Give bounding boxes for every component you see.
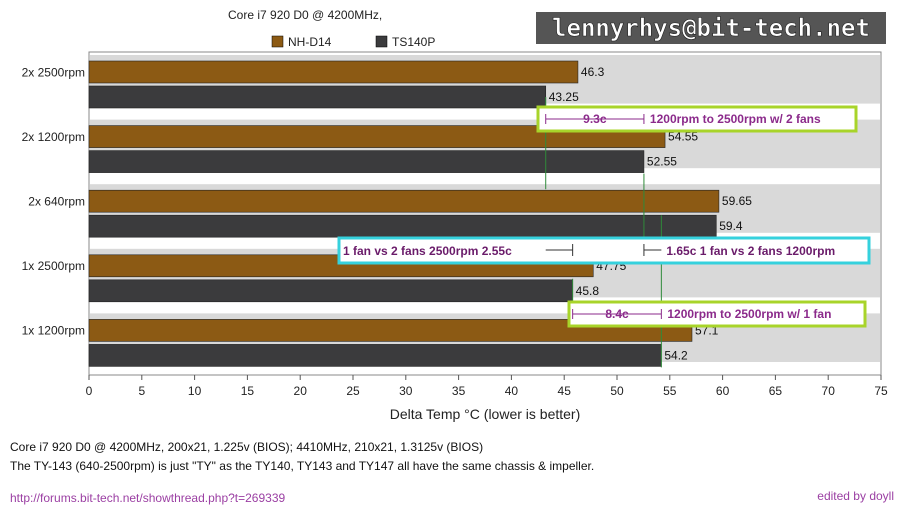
data-label: 46.3 bbox=[581, 65, 605, 79]
legend-label-ts140p: TS140P bbox=[392, 35, 435, 49]
bar-nh-d14 bbox=[88, 319, 693, 342]
data-label: 43.25 bbox=[549, 90, 579, 104]
x-tick-label: 40 bbox=[505, 384, 519, 398]
x-tick-label: 5 bbox=[138, 384, 145, 398]
category-label: 1x 1200rpm bbox=[22, 324, 85, 338]
data-label: 54.55 bbox=[668, 130, 698, 144]
annotation-text: 1200rpm to 2500rpm w/ 2 fans bbox=[650, 112, 821, 126]
x-tick-label: 65 bbox=[769, 384, 783, 398]
x-tick-label: 30 bbox=[399, 384, 413, 398]
watermark-background bbox=[536, 12, 886, 44]
legend-swatch-ts140p bbox=[375, 35, 388, 48]
bar-ts140p bbox=[88, 150, 645, 173]
x-tick-label: 15 bbox=[241, 384, 255, 398]
category-label: 1x 2500rpm bbox=[22, 259, 85, 273]
data-label: 54.2 bbox=[664, 348, 688, 362]
bar-ts140p bbox=[88, 344, 662, 367]
footer-line-2: The TY-143 (640-2500rpm) is just "TY" as… bbox=[10, 459, 595, 473]
watermark-text: lennyrhys@bit-tech.net bbox=[552, 14, 870, 42]
annotation-value: 9.3c bbox=[583, 112, 607, 126]
x-tick-label: 0 bbox=[86, 384, 93, 398]
bar-nh-d14 bbox=[88, 125, 666, 148]
x-tick-label: 45 bbox=[558, 384, 572, 398]
footer-line-1: Core i7 920 D0 @ 4200MHz, 200x21, 1.225v… bbox=[10, 440, 484, 454]
category-label: 2x 640rpm bbox=[28, 195, 85, 209]
data-label: 52.55 bbox=[647, 155, 677, 169]
legend-swatch-nh-d14 bbox=[271, 35, 284, 48]
x-tick-label: 10 bbox=[188, 384, 202, 398]
category-label: 2x 2500rpm bbox=[22, 65, 85, 79]
annotation-box bbox=[337, 236, 871, 265]
data-label: 59.4 bbox=[719, 219, 743, 233]
category-label: 2x 1200rpm bbox=[22, 130, 85, 144]
x-axis-label: Delta Temp °C (lower is better) bbox=[390, 406, 581, 422]
edited-by: edited by doyll bbox=[817, 489, 894, 503]
data-label: 45.8 bbox=[576, 284, 600, 298]
x-tick-label: 60 bbox=[716, 384, 730, 398]
bar-nh-d14 bbox=[88, 60, 579, 84]
x-tick-label: 50 bbox=[610, 384, 624, 398]
source-link[interactable]: http://forums.bit-tech.net/showthread.ph… bbox=[10, 491, 286, 505]
x-tick-label: 20 bbox=[294, 384, 308, 398]
bar-ts140p bbox=[88, 279, 573, 303]
annotation-text: 1200rpm to 2500rpm w/ 1 fan bbox=[667, 307, 831, 321]
bar-nh-d14 bbox=[88, 189, 720, 213]
data-label: 59.65 bbox=[722, 194, 752, 208]
x-tick-label: 75 bbox=[874, 384, 888, 398]
annotation-value: 8.4c bbox=[605, 307, 629, 321]
plot-area: 2x 2500rpm 46.343.25 2x 1200rpm 54.55 52.55 2… bbox=[22, 51, 888, 398]
x-tick-label: 70 bbox=[822, 384, 836, 398]
chart-title: Core i7 920 D0 @ 4200MHz, bbox=[228, 8, 382, 22]
bar-ts140p bbox=[88, 85, 547, 109]
bar-ts140p bbox=[88, 214, 717, 238]
x-tick-label: 25 bbox=[346, 384, 360, 398]
x-tick-label: 55 bbox=[663, 384, 677, 398]
annotation-text: 1 fan vs 2 fans 2500rpm 2.55c bbox=[343, 244, 512, 258]
x-tick-label: 35 bbox=[452, 384, 466, 398]
legend-label-nh-d14: NH-D14 bbox=[288, 35, 332, 49]
annotation-text: 1.65c 1 fan vs 2 fans 1200rpm bbox=[666, 244, 835, 258]
